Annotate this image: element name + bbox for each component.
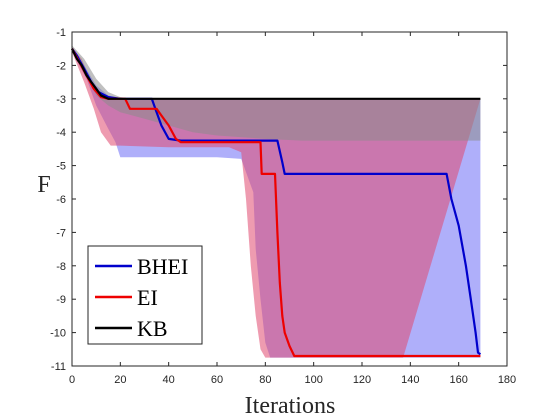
x-axis-ticks: 0 20 40 60 80 100 120 140 160 180 (69, 32, 516, 386)
x-tick-label: 60 (211, 374, 223, 386)
legend-label-ei: EI (137, 285, 158, 310)
band-kb (72, 45, 481, 141)
y-tick-label: -8 (56, 261, 66, 273)
x-tick-label: 180 (498, 374, 516, 386)
line-kb (71, 48, 481, 100)
y-tick-label: -1 (56, 27, 66, 39)
y-tick-label: -3 (56, 94, 66, 106)
x-tick-label: 40 (163, 374, 175, 386)
x-tick-label: 80 (259, 374, 271, 386)
y-tick-label: -10 (50, 328, 66, 340)
y-tick-label: -7 (56, 227, 66, 239)
y-axis-ticks: -1 -2 -3 -4 -5 -6 -7 -8 -9 -10 -11 (50, 27, 507, 373)
x-tick-label: 160 (449, 374, 467, 386)
legend-label-kb: KB (137, 316, 168, 341)
line-ei (71, 48, 481, 358)
x-tick-label: 0 (69, 374, 75, 386)
x-tick-label: 20 (114, 374, 126, 386)
x-tick-label: 100 (304, 374, 322, 386)
legend: BHEI EI KB (87, 245, 203, 345)
y-tick-label: -6 (56, 194, 66, 206)
y-tick-label: -11 (51, 361, 66, 373)
x-tick-label: 120 (353, 374, 371, 386)
legend-label-bhei: BHEI (137, 254, 188, 279)
series-lines (71, 48, 482, 358)
y-axis-label: F (37, 172, 50, 198)
y-tick-label: -9 (56, 294, 66, 306)
x-tick-label: 140 (401, 374, 419, 386)
x-axis-label: Iterations (245, 393, 336, 419)
y-tick-label: -2 (56, 60, 66, 72)
y-tick-label: -4 (56, 127, 66, 139)
y-tick-label: -5 (56, 161, 66, 173)
